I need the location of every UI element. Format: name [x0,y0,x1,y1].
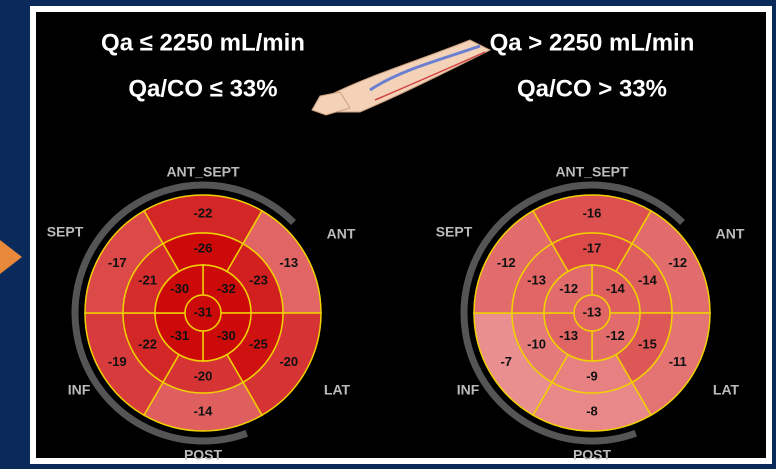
apex-value: -31 [194,304,213,319]
segment-value: -14 [638,272,658,287]
apex [184,294,222,332]
segment-value: -10 [527,336,546,351]
segment-value: -30 [170,281,189,296]
segment-value: -30 [217,328,236,343]
segment-value: -21 [138,272,157,287]
segment-value: -26 [194,240,213,255]
segment-value: -17 [583,240,602,255]
segment-value: -11 [669,354,687,369]
segment-value: -13 [559,328,578,343]
direction-label: INF [68,382,91,398]
segment-value: -25 [249,336,268,351]
direction-label: SEPT [436,224,473,240]
segment-value: -12 [606,328,625,343]
direction-label: LAT [713,382,740,398]
segment-value: -7 [500,354,512,369]
outer-arc [71,181,296,445]
segment-value: -13 [527,272,546,287]
pointer [0,240,22,274]
hand [311,91,351,116]
direction-label: ANT_SEPT [555,164,629,180]
apex-value: -13 [583,304,602,319]
direction-label: ANT [327,226,356,242]
direction-label: INF [457,382,480,398]
heading: Qa > 2250 mL/min [490,29,695,56]
direction-label: POST [184,447,223,463]
segment-value: -14 [194,403,214,418]
segment-value: -20 [194,368,213,383]
segment-value: -31 [170,328,189,343]
segment-value: -12 [497,255,516,270]
apex [573,294,611,332]
segment-value: -14 [606,281,626,296]
arm-illustration [311,39,492,116]
segment-value: -12 [559,281,578,296]
segment-value: -12 [668,255,687,270]
segment-value: -15 [638,336,657,351]
segment-value: -22 [194,205,213,220]
segment-value: -9 [586,368,598,383]
heading: Qa ≤ 2250 mL/min [101,29,305,56]
artery [374,51,486,101]
segment-value: -32 [217,281,236,296]
direction-label: LAT [324,382,351,398]
subheading: Qa/CO ≤ 33% [128,75,277,102]
segment-value: -23 [249,272,268,287]
segment-value: -17 [108,255,127,270]
direction-label: ANT [716,226,745,242]
segment-value: -16 [583,205,602,220]
direction-label: ANT_SEPT [166,164,240,180]
segment-value: -8 [586,403,598,418]
outer-arc [460,181,685,445]
direction-label: POST [573,447,612,463]
segment-value: -13 [279,255,298,270]
segment-value: -22 [138,336,157,351]
direction-label: SEPT [47,224,84,240]
segment-value: -19 [108,354,127,369]
subheading: Qa/CO > 33% [517,75,667,102]
segment-value: -20 [279,354,298,369]
vein [369,44,481,92]
arm [329,39,492,113]
